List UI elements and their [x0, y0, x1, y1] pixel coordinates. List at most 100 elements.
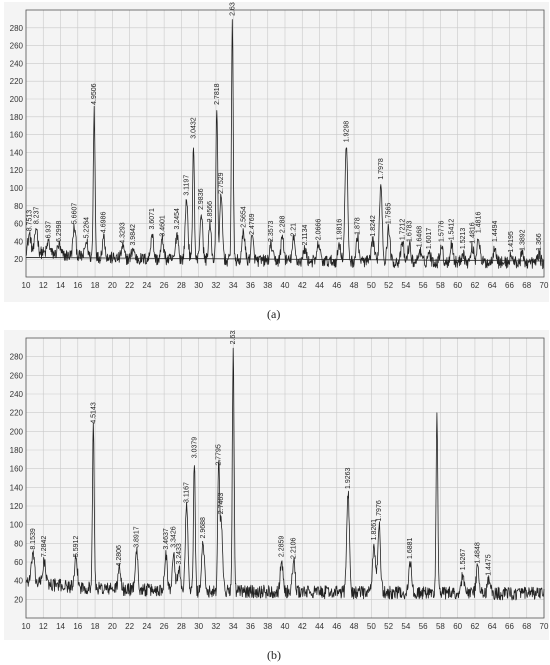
y-tick-label: 80 [14, 202, 23, 211]
peak-label: 5.6607 [71, 203, 78, 225]
peak-label: 2.8566 [207, 201, 214, 223]
peak-label: 6.2998 [56, 220, 63, 242]
peak-label: 3.9842 [130, 224, 137, 246]
peak-label: 3.4637 [163, 528, 170, 550]
y-tick-label: 140 [10, 148, 24, 157]
x-tick-label: 26 [160, 281, 169, 290]
y-tick-label: 180 [10, 113, 24, 122]
peak-label: 8.7513 [26, 210, 33, 232]
x-tick-label: 58 [436, 281, 445, 290]
xrd-trace-b [25, 347, 545, 601]
peak-label: 2.6345 [229, 2, 236, 16]
peak-label: 2.7463 [218, 493, 225, 515]
peak-label: 1.366 [536, 233, 543, 251]
peak-label: 2.7795 [216, 444, 223, 466]
peak-label: 3.0379 [191, 437, 198, 459]
y-tick-label: 20 [14, 255, 23, 264]
x-tick-label: 54 [401, 622, 410, 631]
y-tick-label: 140 [10, 483, 24, 492]
peak-label: 1.5776 [438, 220, 445, 242]
peak-label: 1.6783 [406, 220, 413, 242]
x-tick-label: 44 [315, 281, 324, 290]
peak-label: 1.5213 [460, 228, 467, 250]
x-tick-label: 54 [401, 281, 410, 290]
x-tick-label: 18 [91, 281, 100, 290]
x-tick-label: 60 [453, 622, 462, 631]
x-tick-label: 26 [160, 622, 169, 631]
peak-label: 4.5143 [90, 402, 97, 424]
x-tick-label: 32 [211, 281, 220, 290]
peak-label: 5.5912 [73, 536, 80, 558]
peak-label: 4.3293 [120, 222, 127, 244]
peak-label: 2.6324 [230, 330, 237, 344]
y-tick-label: 160 [10, 465, 24, 474]
chart-a-svg: 10 12 14 16 18 20 22 24 26 28 30 32 34 36 38 40 42 44 46 48… [10, 2, 549, 290]
x-tick-label: 68 [522, 281, 531, 290]
peak-label: 2.7529 [218, 172, 225, 194]
x-tick-label: 42 [298, 281, 307, 290]
x-tick-label: 50 [367, 622, 376, 631]
peak-label: 1.6881 [407, 537, 414, 559]
peak-label: 4.2806 [116, 545, 123, 567]
peak-label: 1.8242 [370, 215, 377, 237]
peak-label: 1.7565 [386, 203, 393, 225]
y-tick-label: 120 [10, 166, 24, 175]
y-tick-label: 220 [10, 409, 24, 418]
peak-label: 5.2264 [83, 217, 90, 239]
peak-label: 7.2842 [41, 536, 48, 558]
peak-label: 1.9298 [343, 121, 350, 143]
y-tick-label: 60 [14, 558, 23, 567]
x-tick-label: 58 [436, 622, 445, 631]
y-tick-label: 20 [14, 595, 23, 604]
x-tick-label: 34 [229, 622, 238, 631]
peak-label: 8.1539 [30, 528, 37, 550]
peak-label: 1.5412 [449, 219, 456, 241]
x-tick-label: 32 [211, 622, 220, 631]
peak-label: 3.1197 [184, 175, 191, 196]
x-tick-label: 44 [315, 622, 324, 631]
peak-label: 3.4601 [159, 215, 166, 237]
peak-label: 1.5267 [460, 549, 467, 571]
y-tick-label: 280 [10, 353, 24, 362]
peak-label: 1.3892 [519, 229, 526, 251]
x-tick-label: 60 [453, 281, 462, 290]
peak-label: 1.4195 [508, 231, 515, 253]
y-tick-label: 60 [14, 220, 23, 229]
peak-label: 1.4816 [469, 222, 476, 244]
y-tick-label: 240 [10, 390, 24, 399]
y-tick-label: 100 [10, 521, 24, 530]
peak-label: 2.288 [279, 215, 286, 233]
x-tick-label: 64 [488, 281, 497, 290]
x-tick-label: 38 [263, 281, 272, 290]
xrd-chart-a: 10 12 14 16 18 20 22 24 26 28 30 32 34 36 38 40 42 44 46 48… [4, 2, 549, 302]
peak-label: 1.9816 [336, 219, 343, 241]
x-tick-label: 38 [263, 622, 272, 631]
peak-label: 2.3573 [268, 220, 275, 242]
peak-label: 2.9836 [198, 188, 205, 210]
x-tick-label: 46 [332, 281, 341, 290]
peak-label: 2.5654 [241, 206, 248, 228]
plot-frame [25, 337, 545, 619]
peak-label: 4.9506 [91, 83, 98, 105]
peak-label: 3.6071 [149, 208, 156, 230]
y-tick-label: 160 [10, 131, 24, 140]
peak-label: 1.9263 [345, 467, 352, 489]
peak-label: 3.1167 [184, 482, 191, 503]
x-tick-label: 28 [177, 622, 186, 631]
peak-label: 1.7212 [399, 219, 406, 241]
x-tick-label: 24 [142, 281, 151, 290]
y-tick-label: 80 [14, 539, 23, 548]
x-tick-label: 22 [125, 281, 134, 290]
xrd-chart-b: 10 12 14 16 18 20 22 24 26 28 30 32 34 36 38 40 42 44 46 48… [4, 330, 549, 640]
x-tick-label: 62 [470, 281, 479, 290]
x-tick-label: 18 [91, 622, 100, 631]
x-tick-label: 16 [73, 622, 82, 631]
y-tick-label: 220 [10, 77, 24, 86]
peak-label: 2.9688 [200, 517, 207, 539]
peak-label: 3.0432 [190, 117, 197, 139]
x-tick-label: 16 [73, 281, 82, 290]
x-tick-label: 46 [332, 622, 341, 631]
x-tick-label: 30 [194, 622, 203, 631]
x-tick-label: 42 [298, 622, 307, 631]
peak-label: 2.1134 [302, 225, 309, 246]
